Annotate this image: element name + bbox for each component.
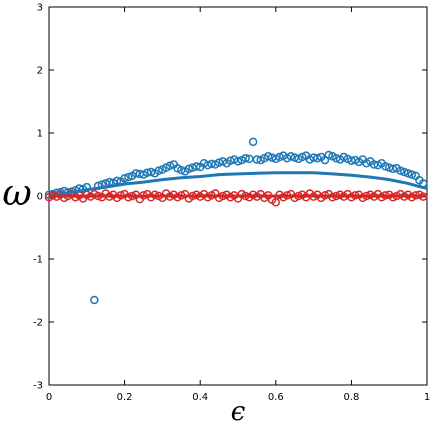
blue-scatter-point (407, 170, 417, 179)
blue-scatter-point (403, 169, 413, 178)
blue-scatter-point (177, 165, 186, 175)
blue-scatter-point (165, 161, 175, 171)
y-tick-label: -1 (33, 255, 43, 266)
blue-scatter-point (369, 160, 379, 169)
blue-fit-line (48, 171, 428, 198)
x-tick-label: 0.6 (268, 392, 284, 403)
y-tick-label: 3 (37, 3, 43, 14)
blue-scatter-point (154, 166, 163, 176)
series-layer (44, 137, 428, 305)
x-axis-label: ϵ (231, 397, 246, 423)
blue-scatter-point (207, 159, 216, 169)
blue-scatter-point (347, 156, 356, 165)
blue-scatter-point (248, 137, 258, 147)
blue-scatter-point (275, 152, 284, 162)
blue-scatter-point (388, 164, 398, 174)
blue-scatter-point (233, 157, 243, 166)
y-tick-label: -3 (33, 381, 43, 392)
x-tick-label: 0.2 (117, 392, 133, 403)
blue-scatter-point (192, 162, 201, 171)
blue-scatter-point (135, 169, 144, 179)
blue-scatter-point (263, 152, 273, 161)
blue-scatter-point (184, 164, 194, 174)
x-tick-label: 0.4 (192, 392, 208, 403)
blue-scatter-point (324, 150, 333, 160)
blue-scatter-point (252, 155, 262, 164)
y-tick-label: 1 (37, 129, 43, 140)
blue-scatter-point (396, 166, 405, 176)
x-tick-label: 0.8 (343, 392, 359, 403)
blue-scatter-point (286, 152, 296, 161)
blue-scatter-point (146, 167, 156, 177)
y-tick-label: 2 (37, 66, 43, 77)
y-tick-label: -2 (33, 318, 43, 329)
blue-scatter-point (131, 169, 141, 178)
red-scatter-point (271, 198, 281, 207)
blue-scatter-point (90, 295, 99, 305)
blue-scatter-point (400, 167, 409, 177)
x-tick-label: 0 (46, 392, 52, 403)
blue-scatter-point (241, 153, 250, 163)
x-tick-label: 1 (424, 392, 430, 403)
blue-scatter-point (332, 153, 341, 163)
blue-scatter-point (120, 174, 129, 183)
y-tick-label: 0 (37, 192, 43, 203)
ticks: 0 0.2 0.4 0.6 0.8 1 3 2 1 0 -1 -2 -3 (33, 3, 430, 404)
blue-scatter-point (124, 172, 133, 182)
blue-scatter-point (298, 152, 307, 162)
blue-scatter-point (313, 153, 322, 163)
y-axis-label: ω (2, 173, 31, 214)
blue-scatter-point (381, 162, 390, 171)
